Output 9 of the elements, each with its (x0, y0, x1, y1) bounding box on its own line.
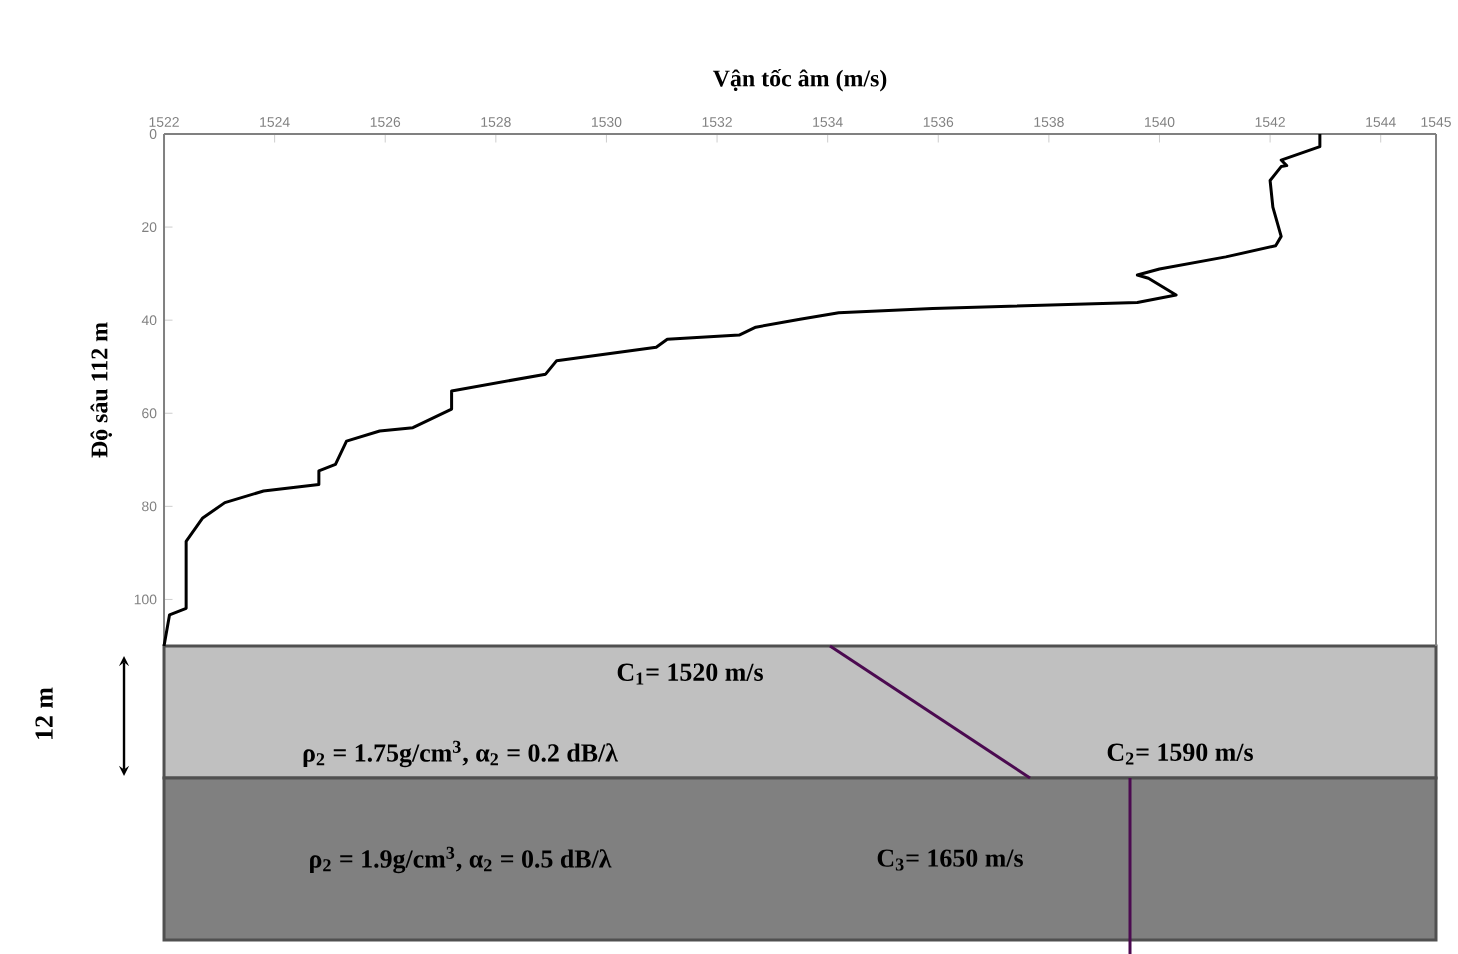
text: ρ$_{2}$ = 1.9g/cm$^{3}$, α$_{2}$ = 0.5 dB/λ (310, 846, 612, 874)
y-axis-title: Độ sâu 112 m (90, 322, 113, 458)
text: 12 m (35, 687, 53, 739)
x-axis-title: Vận tốc âm (m/s) (712, 68, 887, 92)
text: ρ$_{2}$ = 1.75g/cm$^{3}$, α$_{2}$ = 0.2 dB/λ (303, 740, 619, 768)
line-series (162, 132, 1322, 648)
text: C$_{3}$= 1650 m/s (877, 849, 1023, 871)
text: C$_{1}$= 1520 m/s (617, 663, 763, 685)
text: C$_{2}$= 1590 m/s (1107, 743, 1253, 765)
